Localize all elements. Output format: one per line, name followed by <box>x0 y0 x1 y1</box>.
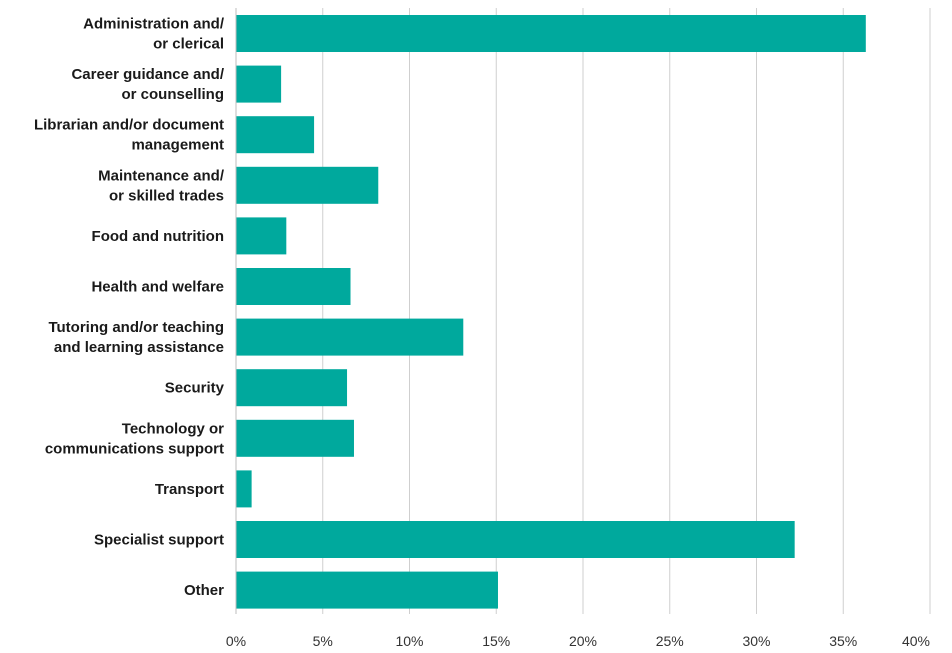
bar <box>236 521 795 558</box>
bar <box>236 166 379 204</box>
x-tick-label: 5% <box>313 633 333 649</box>
category-label-line: or counselling <box>121 86 224 103</box>
bars <box>236 15 866 609</box>
category-label-line: Specialist support <box>94 532 224 549</box>
category-label-line: communications support <box>45 440 224 457</box>
category-label-line: Food and nutrition <box>92 228 224 245</box>
category-labels: Administration and/or clerical Career gui… <box>34 16 225 600</box>
category-label: Food and nutrition <box>92 228 224 245</box>
category-label-line: Security <box>165 380 225 397</box>
bar <box>236 369 348 407</box>
bar <box>236 15 866 52</box>
x-tick-label: 25% <box>656 633 684 649</box>
category-label-line: Technology or <box>122 420 224 437</box>
bar <box>236 571 498 609</box>
bar <box>236 65 282 103</box>
category-label-line: and learning assistance <box>54 339 224 356</box>
category-label-line: Maintenance and/ <box>98 167 225 184</box>
bar <box>236 217 287 255</box>
category-label-line: Librarian and/or document <box>34 117 224 134</box>
category-label-line: Health and welfare <box>91 279 224 296</box>
category-label: Administration and/or clerical <box>83 16 225 53</box>
category-label-line: Tutoring and/or teaching <box>48 319 224 336</box>
gridlines <box>322 8 931 614</box>
bar <box>236 268 351 305</box>
x-tick-label: 30% <box>742 633 770 649</box>
bar <box>236 470 252 508</box>
bar <box>236 116 315 154</box>
x-axis-tick-labels: 0% 5% 10% 15% 20% 25% 30% 35% 40% <box>226 633 930 649</box>
category-label: Security <box>165 380 225 397</box>
category-label: Maintenance and/or skilled trades <box>98 167 225 204</box>
category-label: Tutoring and/or teaching and learning ass… <box>48 319 224 356</box>
category-label-line: Career guidance and/ <box>71 66 224 83</box>
category-label-line: Transport <box>155 481 224 498</box>
x-tick-label: 40% <box>902 633 930 649</box>
bar <box>236 419 354 457</box>
category-label-line: or clerical <box>153 36 224 53</box>
category-label: Career guidance and/or counselling <box>71 66 224 103</box>
x-tick-label: 20% <box>569 633 597 649</box>
category-label: Other <box>184 582 224 599</box>
x-tick-label: 15% <box>482 633 510 649</box>
category-label-line: or skilled trades <box>109 187 224 204</box>
category-label-line: Administration and/ <box>83 16 225 33</box>
category-label-line: Other <box>184 582 224 599</box>
category-label: Health and welfare <box>91 279 224 296</box>
category-label: Specialist support <box>94 532 224 549</box>
x-tick-label: 0% <box>226 633 246 649</box>
x-tick-label: 10% <box>395 633 423 649</box>
category-label: Technology or communications support <box>45 420 224 457</box>
bar <box>236 318 464 356</box>
category-label: Transport <box>155 481 224 498</box>
category-label-line: management <box>131 137 224 154</box>
category-label: Librarian and/or document management <box>34 117 224 154</box>
x-tick-label: 35% <box>829 633 857 649</box>
